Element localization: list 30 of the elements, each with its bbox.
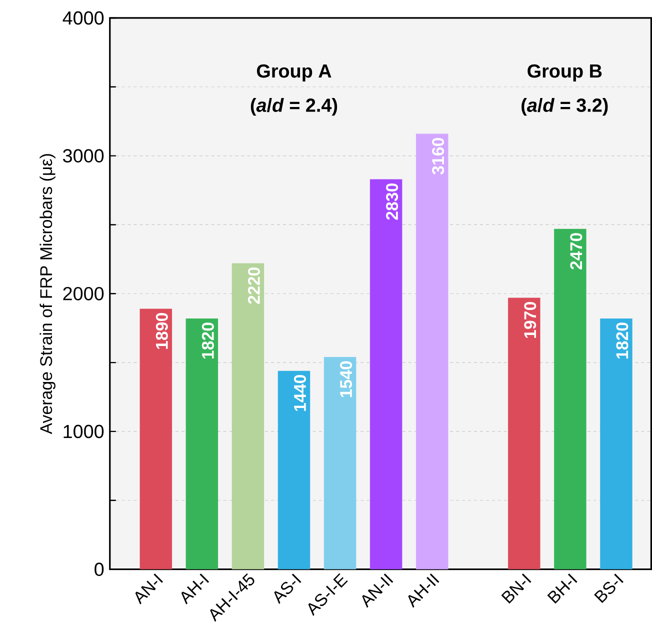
bar [554, 228, 586, 570]
y-tick-label: 2000 [63, 286, 104, 300]
annotation: (a/d = 2.4) [250, 98, 338, 116]
data-label: 2220 [248, 267, 260, 304]
data-label: 1970 [524, 302, 536, 338]
bar [508, 298, 540, 570]
bar [278, 370, 310, 570]
y-tick-label: 1000 [64, 424, 104, 438]
data-label: 1820 [202, 322, 214, 358]
bar [232, 263, 264, 570]
data-label: 1440 [294, 374, 306, 411]
bar [370, 179, 402, 570]
data-label: 1540 [340, 361, 352, 398]
data-label: 2830 [386, 183, 398, 220]
y-tick-label: 3000 [63, 149, 104, 162]
bar [186, 318, 218, 570]
bar [140, 308, 172, 570]
y-axis-title: Average Strain of FRP Microbars (με) [40, 154, 56, 434]
y-tick-label: 4000 [62, 11, 104, 25]
bar [600, 318, 632, 570]
bar [416, 134, 448, 570]
annotation: Group B [528, 64, 602, 82]
data-label: 2470 [570, 232, 582, 270]
data-label: 1820 [616, 322, 628, 358]
annotation: (a/d = 3.2) [522, 98, 608, 116]
bar [324, 356, 356, 570]
annotation: Group A [256, 64, 332, 82]
data-label: 1890 [156, 312, 168, 349]
y-tick-label: 0 [94, 562, 104, 576]
data-label: 3160 [432, 138, 444, 174]
